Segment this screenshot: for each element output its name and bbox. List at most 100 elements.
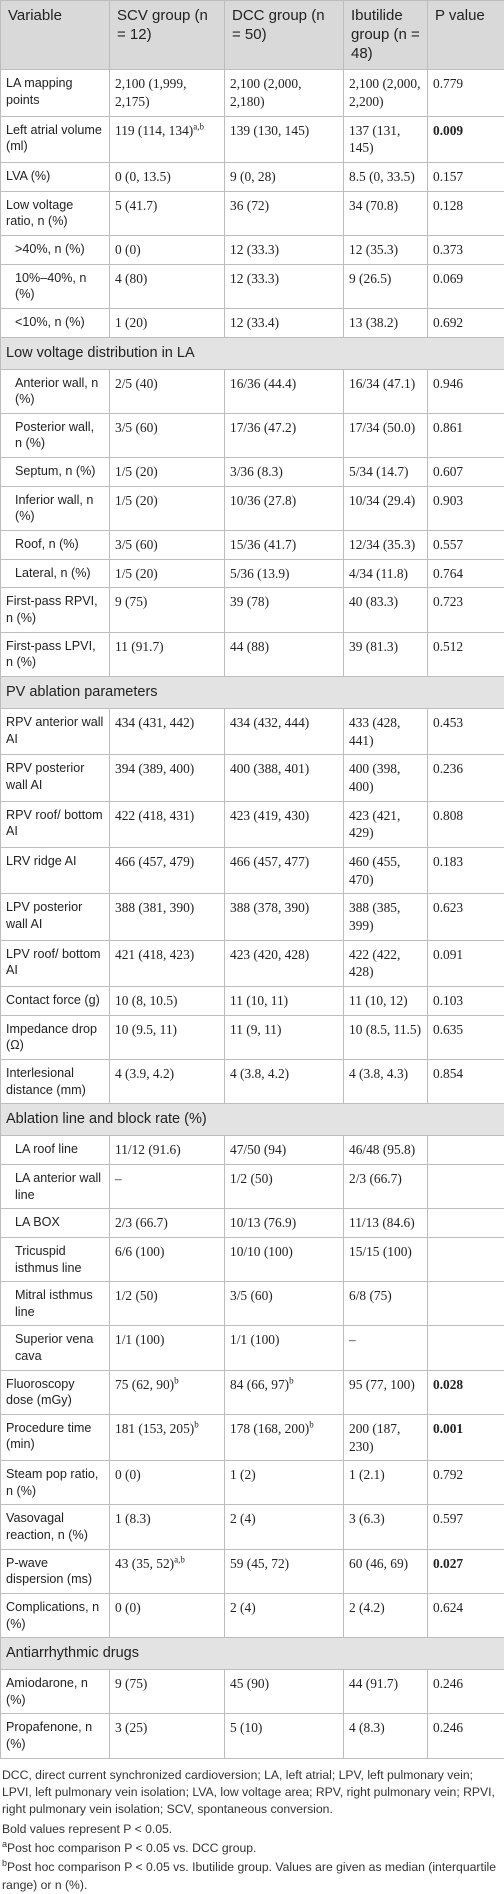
cell: 1/2 (50) bbox=[110, 1282, 225, 1326]
section-row: Low voltage distribution in LA bbox=[1, 337, 504, 369]
cell: 16/34 (47.1) bbox=[344, 369, 428, 413]
table-row: >40%, n (%)0 (0)12 (33.3)12 (35.3)0.373 bbox=[1, 235, 504, 264]
table-row: Septum, n (%)1/5 (20)3/36 (8.3)5/34 (14.… bbox=[1, 458, 504, 487]
superscript: a,b bbox=[174, 1554, 185, 1564]
cell: 36 (72) bbox=[225, 191, 344, 235]
cell: 0.623 bbox=[428, 894, 504, 940]
cell: 0 (0) bbox=[110, 1461, 225, 1505]
cell: 12 (33.3) bbox=[225, 264, 344, 308]
cell: 46/48 (95.8) bbox=[344, 1136, 428, 1165]
row-label: Steam pop ratio, n (%) bbox=[1, 1461, 110, 1505]
cell: 44 (88) bbox=[225, 632, 344, 676]
row-label: P-wave dispersion (ms) bbox=[1, 1549, 110, 1593]
footnote-text: Post hoc comparison P < 0.05 vs. DCC gro… bbox=[7, 1841, 256, 1855]
table-row: Impedance drop (Ω)10 (9.5, 11)11 (9, 11)… bbox=[1, 1015, 504, 1059]
cell: 45 (90) bbox=[225, 1670, 344, 1714]
cell: 2 (4) bbox=[225, 1505, 344, 1549]
cell: 1/1 (100) bbox=[110, 1326, 225, 1370]
cell: 434 (431, 442) bbox=[110, 708, 225, 754]
cell: 181 (153, 205)b bbox=[110, 1414, 225, 1460]
cell: 2 (4.2) bbox=[344, 1593, 428, 1637]
cell: 0 (0) bbox=[110, 235, 225, 264]
cell: 3/36 (8.3) bbox=[225, 458, 344, 487]
cell: 0.903 bbox=[428, 486, 504, 530]
cell: 5/36 (13.9) bbox=[225, 559, 344, 588]
cell: 3/5 (60) bbox=[110, 413, 225, 457]
row-label: Superior vena cava bbox=[1, 1326, 110, 1370]
cell: 0.027 bbox=[428, 1549, 504, 1593]
cell: 11 (9, 11) bbox=[225, 1015, 344, 1059]
cell: 10/13 (76.9) bbox=[225, 1209, 344, 1238]
row-label: Tricuspid isthmus line bbox=[1, 1238, 110, 1282]
cell: 12/34 (35.3) bbox=[344, 530, 428, 559]
header-cell: P value bbox=[428, 1, 504, 70]
superscript: b bbox=[194, 1419, 199, 1429]
table-row: LVA (%)0 (0, 13.5)9 (0, 28)8.5 (0, 33.5)… bbox=[1, 163, 504, 192]
row-label: Vasovagal reaction, n (%) bbox=[1, 1505, 110, 1549]
cell: 8.5 (0, 33.5) bbox=[344, 163, 428, 192]
cell: 0.001 bbox=[428, 1414, 504, 1460]
header-cell: Ibutilide group (n = 48) bbox=[344, 1, 428, 70]
table-row: Roof, n (%)3/5 (60)15/36 (41.7)12/34 (35… bbox=[1, 530, 504, 559]
table-row: First-pass RPVI, n (%)9 (75)39 (78)40 (8… bbox=[1, 588, 504, 632]
cell: 0.861 bbox=[428, 413, 504, 457]
row-label: Procedure time (min) bbox=[1, 1414, 110, 1460]
row-label: RPV posterior wall AI bbox=[1, 755, 110, 801]
row-label: Low voltage ratio, n (%) bbox=[1, 191, 110, 235]
cell: 1 (8.3) bbox=[110, 1505, 225, 1549]
cell: 1 (2) bbox=[225, 1461, 344, 1505]
cell: 10/34 (29.4) bbox=[344, 486, 428, 530]
row-label: RPV roof/ bottom AI bbox=[1, 801, 110, 847]
cell: 422 (418, 431) bbox=[110, 801, 225, 847]
row-label: RPV anterior wall AI bbox=[1, 708, 110, 754]
cell: 0.373 bbox=[428, 235, 504, 264]
cell: 400 (398, 400) bbox=[344, 755, 428, 801]
cell-text: LA roof line bbox=[15, 1142, 78, 1156]
header-cell: Variable bbox=[1, 1, 110, 70]
row-label: <10%, n (%) bbox=[1, 308, 110, 337]
cell: 0.246 bbox=[428, 1714, 504, 1758]
cell: 0.946 bbox=[428, 369, 504, 413]
cell: 0.157 bbox=[428, 163, 504, 192]
table-row: Interlesional distance (mm)4 (3.9, 4.2)4… bbox=[1, 1060, 504, 1104]
row-label: First-pass RPVI, n (%) bbox=[1, 588, 110, 632]
cell: 11 (10, 11) bbox=[225, 987, 344, 1016]
cell: 5 (41.7) bbox=[110, 191, 225, 235]
footnote: aPost hoc comparison P < 0.05 vs. DCC gr… bbox=[2, 1840, 502, 1857]
cell: 3 (25) bbox=[110, 1714, 225, 1758]
cell: 4 (80) bbox=[110, 264, 225, 308]
cell: 1/5 (20) bbox=[110, 486, 225, 530]
cell: 0.246 bbox=[428, 1670, 504, 1714]
cell: 434 (432, 444) bbox=[225, 708, 344, 754]
cell: 1/2 (50) bbox=[225, 1165, 344, 1209]
table-row: Propafenone, n (%)3 (25)5 (10)4 (8.3)0.2… bbox=[1, 1714, 504, 1758]
table-row: Lateral, n (%)1/5 (20)5/36 (13.9)4/34 (1… bbox=[1, 559, 504, 588]
table-row: <10%, n (%)1 (20)12 (33.4)13 (38.2)0.692 bbox=[1, 308, 504, 337]
cell: 0.635 bbox=[428, 1015, 504, 1059]
cell-text: 10%–40%, n (%) bbox=[15, 271, 86, 302]
cell: 0.764 bbox=[428, 559, 504, 588]
cell: 3/5 (60) bbox=[225, 1282, 344, 1326]
row-label: LA anterior wall line bbox=[1, 1165, 110, 1209]
cell: 388 (378, 390) bbox=[225, 894, 344, 940]
table-row: 10%–40%, n (%)4 (80)12 (33.3)9 (26.5)0.0… bbox=[1, 264, 504, 308]
table-row: Amiodarone, n (%)9 (75)45 (90)44 (91.7)0… bbox=[1, 1670, 504, 1714]
cell: 11/12 (91.6) bbox=[110, 1136, 225, 1165]
cell: 423 (419, 430) bbox=[225, 801, 344, 847]
header-cell: SCV group (n = 12) bbox=[110, 1, 225, 70]
cell: 0.512 bbox=[428, 632, 504, 676]
cell: 1/5 (20) bbox=[110, 559, 225, 588]
section-row: Antiarrhythmic drugs bbox=[1, 1638, 504, 1670]
table-row: Posterior wall, n (%)3/5 (60)17/36 (47.2… bbox=[1, 413, 504, 457]
row-label: LVA (%) bbox=[1, 163, 110, 192]
cell: 10/36 (27.8) bbox=[225, 486, 344, 530]
cell: 178 (168, 200)b bbox=[225, 1414, 344, 1460]
table-row: Contact force (g)10 (8, 10.5)11 (10, 11)… bbox=[1, 987, 504, 1016]
cell: – bbox=[110, 1165, 225, 1209]
section-title: Ablation line and block rate (%) bbox=[1, 1104, 504, 1136]
superscript: b bbox=[174, 1375, 179, 1385]
